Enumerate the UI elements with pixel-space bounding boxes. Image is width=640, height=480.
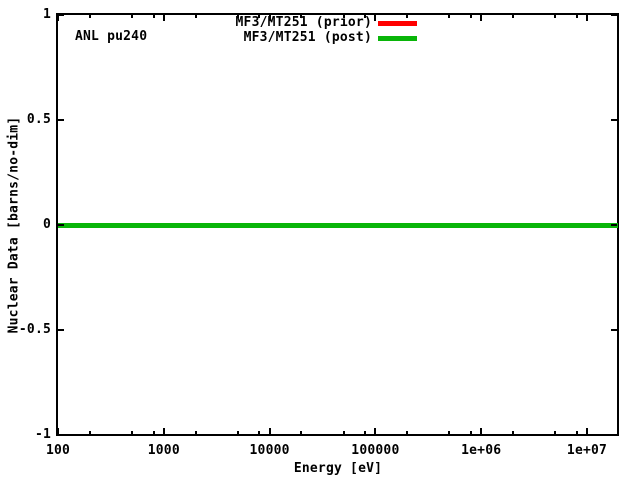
x-minor-tick bbox=[406, 431, 409, 434]
x-minor-tick-top bbox=[236, 15, 239, 18]
y-tick-label: 0 bbox=[42, 217, 51, 232]
x-major-tick bbox=[162, 428, 165, 434]
x-minor-tick-top bbox=[300, 15, 303, 18]
y-tick-label: 0.5 bbox=[26, 112, 51, 127]
x-minor-tick bbox=[512, 431, 515, 434]
x-minor-tick bbox=[236, 431, 239, 434]
legend-key-post bbox=[378, 36, 417, 41]
y-tick-label: -1 bbox=[34, 427, 51, 442]
x-minor-tick bbox=[469, 431, 472, 434]
x-minor-tick-top bbox=[88, 15, 91, 18]
series-line-post bbox=[58, 222, 618, 228]
x-major-tick bbox=[586, 428, 588, 434]
x-minor-tick-top bbox=[258, 15, 261, 18]
x-tick-label: 1e+06 bbox=[461, 443, 502, 458]
legend-label-post: MF3/MT251 (post) bbox=[243, 30, 372, 45]
y-major-tick bbox=[58, 14, 64, 16]
y-major-tick-right bbox=[611, 119, 617, 121]
x-minor-tick-top bbox=[406, 15, 409, 18]
y-major-tick bbox=[58, 119, 64, 121]
x-minor-tick bbox=[300, 431, 303, 434]
y-tick-label: -0.5 bbox=[18, 322, 51, 337]
y-major-tick bbox=[58, 224, 64, 226]
x-major-tick-top bbox=[374, 15, 377, 21]
x-minor-tick bbox=[575, 431, 578, 434]
legend-key-prior bbox=[378, 21, 417, 26]
x-minor-tick-top bbox=[152, 15, 155, 18]
y-tick-label: 1 bbox=[42, 7, 51, 22]
y-major-tick-right bbox=[611, 329, 617, 331]
x-minor-tick-top bbox=[469, 15, 472, 18]
x-major-tick bbox=[480, 428, 483, 434]
x-major-tick-top bbox=[480, 15, 483, 21]
x-minor-tick bbox=[258, 431, 261, 434]
legend-label-prior: MF3/MT251 (prior) bbox=[235, 15, 372, 30]
x-tick-label: 1e+07 bbox=[566, 443, 608, 458]
y-major-tick bbox=[58, 434, 64, 436]
x-minor-tick-top bbox=[448, 15, 451, 18]
x-tick-label: 10000 bbox=[249, 443, 290, 458]
x-major-tick-top bbox=[162, 15, 165, 21]
x-tick-label: 100000 bbox=[351, 443, 400, 458]
x-minor-tick-top bbox=[130, 15, 133, 18]
x-minor-tick bbox=[448, 431, 451, 434]
x-major-tick bbox=[268, 428, 271, 434]
x-minor-tick-top bbox=[342, 15, 345, 18]
x-major-tick bbox=[374, 428, 377, 434]
x-major-tick-top bbox=[586, 15, 588, 21]
x-minor-tick-top bbox=[575, 15, 578, 18]
x-minor-tick-top bbox=[512, 15, 515, 18]
plot-annotation: ANL pu240 bbox=[75, 29, 148, 44]
x-minor-tick bbox=[342, 431, 345, 434]
y-axis-title: Nuclear Data [barns/no-dim] bbox=[6, 116, 22, 334]
x-minor-tick bbox=[130, 431, 133, 434]
x-minor-tick bbox=[88, 431, 91, 434]
plot-border bbox=[56, 13, 619, 436]
x-major-tick-top bbox=[268, 15, 271, 21]
x-minor-tick-top bbox=[554, 15, 557, 18]
y-major-tick bbox=[58, 329, 64, 331]
y-major-tick-right bbox=[611, 434, 617, 436]
x-minor-tick bbox=[554, 431, 557, 434]
x-minor-tick bbox=[364, 431, 367, 434]
x-minor-tick bbox=[194, 431, 197, 434]
x-minor-tick-top bbox=[194, 15, 197, 18]
x-minor-tick bbox=[152, 431, 155, 434]
x-tick-label: 100 bbox=[45, 443, 71, 458]
x-tick-label: 1000 bbox=[147, 443, 180, 458]
y-major-tick-right bbox=[611, 14, 617, 16]
y-major-tick-right bbox=[611, 224, 617, 226]
x-major-tick bbox=[57, 428, 59, 434]
x-axis-title: Energy [eV] bbox=[293, 461, 383, 476]
x-major-tick-top bbox=[57, 15, 59, 21]
x-minor-tick-top bbox=[364, 15, 367, 18]
